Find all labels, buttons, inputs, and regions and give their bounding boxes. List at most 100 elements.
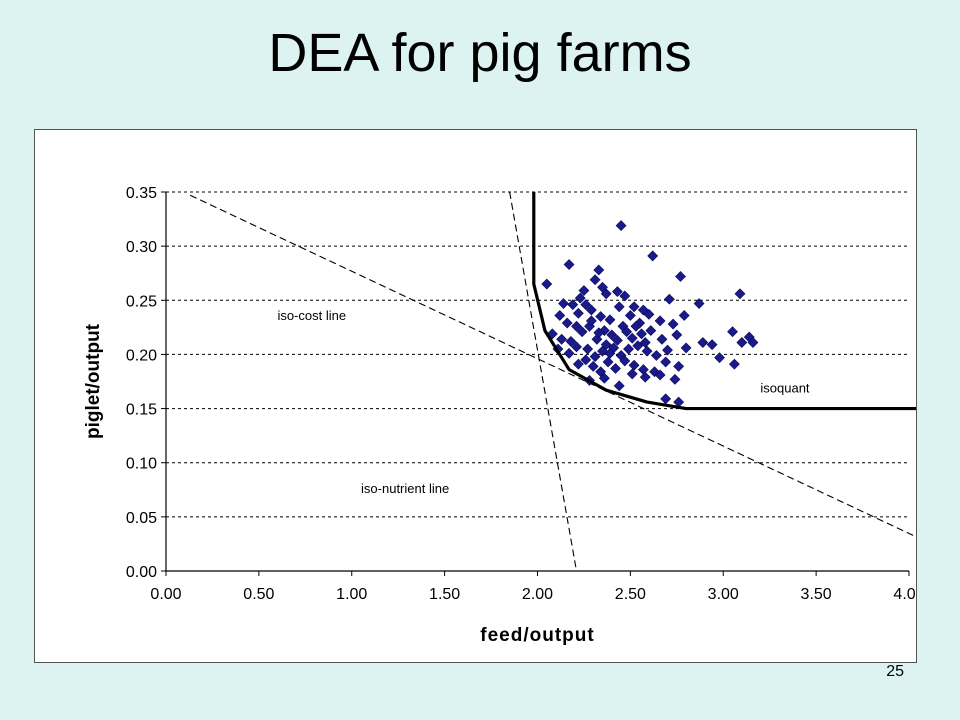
data-point	[563, 347, 575, 359]
data-point	[621, 326, 633, 338]
data-point	[587, 360, 599, 372]
data-point	[593, 264, 605, 276]
data-point	[578, 285, 590, 296]
isoquant-curve	[532, 192, 916, 411]
data-point	[728, 358, 740, 370]
data-point	[589, 274, 601, 286]
data-point	[673, 360, 685, 372]
data-point	[650, 350, 662, 361]
data-point	[600, 339, 612, 351]
y-tick-label: 0.35	[126, 185, 157, 202]
data-point	[600, 288, 612, 300]
data-point	[556, 333, 568, 345]
data-point	[636, 328, 647, 340]
data-point	[654, 315, 666, 327]
data-point	[606, 329, 618, 341]
x-tick-label: 3.50	[801, 586, 832, 603]
y-tick-label: 0.00	[126, 564, 157, 581]
y-tick-label: 0.25	[126, 293, 157, 310]
data-point	[663, 293, 675, 305]
scatter-chart: 0.00 0.05 0.10 0.15 0.20 0.25 0.30 0.35 0.00 0.50…	[83, 185, 916, 646]
data-point	[572, 358, 584, 370]
data-point	[611, 286, 623, 298]
iso-nutrient-label: iso-nutrient line	[361, 481, 449, 496]
slide-title: DEA for pig farms	[268, 23, 692, 83]
data-point	[615, 220, 627, 231]
data-point	[734, 288, 746, 300]
data-point	[643, 308, 655, 320]
data-point	[619, 355, 631, 367]
data-point	[589, 351, 601, 363]
x-tick-label: 2.00	[522, 586, 553, 603]
data-point	[582, 343, 594, 355]
x-axis-title: feed/output	[480, 625, 594, 646]
data-point	[561, 317, 573, 329]
data-point	[572, 307, 584, 319]
data-point	[656, 333, 668, 345]
data-point	[619, 290, 631, 302]
data-point	[576, 326, 588, 338]
data-point	[593, 327, 605, 339]
data-point	[680, 342, 692, 354]
page-number: 25	[886, 663, 904, 680]
data-point	[645, 325, 657, 337]
data-point	[647, 250, 659, 262]
y-axis-title: piglet/output	[83, 323, 104, 439]
data-point	[604, 347, 616, 359]
data-point	[626, 368, 638, 380]
data-point	[565, 336, 577, 347]
data-point	[604, 314, 616, 326]
y-tick-label: 0.20	[126, 347, 157, 364]
x-tick-label: 1.50	[429, 586, 460, 603]
x-tick-label: 2.50	[615, 586, 646, 603]
y-tick-label: 0.15	[126, 402, 157, 419]
data-point	[598, 372, 610, 384]
data-point	[662, 344, 673, 356]
data-point	[624, 310, 636, 321]
data-point	[671, 329, 683, 341]
data-point	[580, 354, 592, 366]
data-point	[623, 343, 634, 355]
data-point	[595, 311, 607, 322]
data-point	[567, 299, 579, 311]
data-point	[660, 393, 672, 405]
data-point	[641, 345, 653, 357]
data-point	[585, 304, 597, 316]
data-point	[706, 339, 718, 351]
data-point	[654, 369, 666, 381]
data-point	[660, 356, 672, 368]
data-point	[678, 310, 690, 321]
data-point	[693, 298, 705, 309]
data-point	[554, 310, 566, 321]
data-point	[558, 298, 569, 309]
data-point	[727, 326, 738, 338]
x-tick-label: 4.00	[893, 586, 916, 603]
data-point	[563, 259, 575, 270]
data-point	[602, 356, 614, 368]
iso-nutrient-line	[509, 191, 578, 572]
data-point	[580, 299, 592, 311]
data-point	[714, 352, 725, 364]
data-point	[610, 363, 621, 374]
data-point	[697, 337, 709, 348]
data-point	[630, 320, 642, 332]
data-point	[639, 337, 651, 348]
data-point	[669, 373, 681, 385]
x-tick-label: 3.00	[708, 586, 739, 603]
data-point	[632, 340, 644, 352]
data-point	[628, 301, 640, 313]
data-point	[675, 271, 686, 282]
data-point	[626, 332, 638, 344]
y-tick-label: 0.05	[126, 510, 157, 527]
data-point	[613, 301, 625, 313]
data-point	[541, 278, 553, 290]
data-point	[747, 337, 759, 348]
x-tick-label: 0.50	[243, 586, 274, 603]
x-tick-label: 0.00	[150, 586, 181, 603]
data-point	[639, 371, 651, 383]
data-point	[574, 292, 586, 304]
data-point	[585, 315, 597, 327]
data-point	[611, 334, 623, 346]
iso-cost-line	[189, 194, 916, 538]
data-point	[628, 359, 640, 371]
